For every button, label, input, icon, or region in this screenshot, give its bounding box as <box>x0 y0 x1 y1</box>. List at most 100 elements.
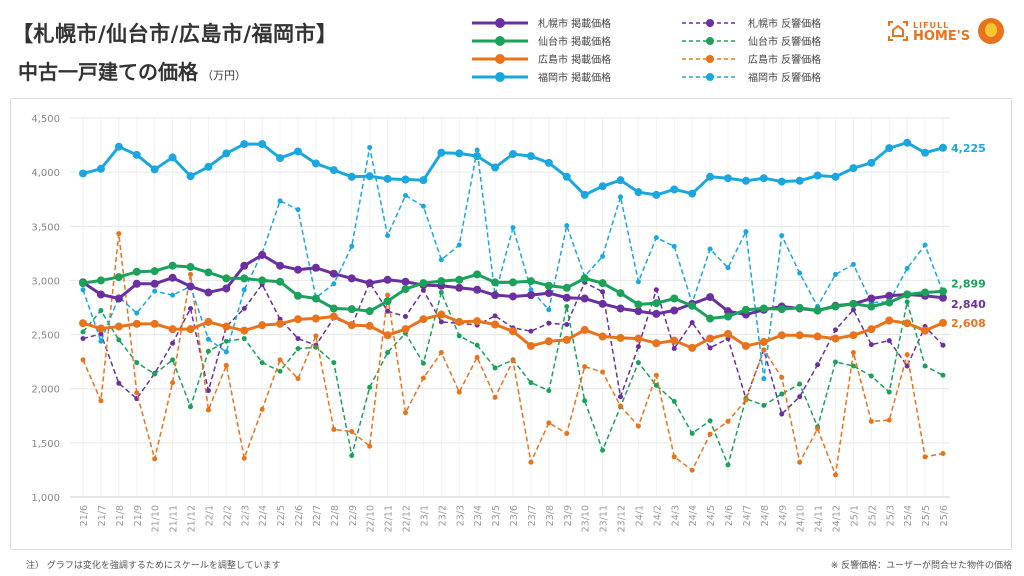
data-point <box>797 459 803 465</box>
data-point <box>420 287 426 293</box>
data-point <box>903 138 912 147</box>
data-point <box>528 380 534 386</box>
data-point <box>259 406 265 412</box>
data-point <box>491 320 500 329</box>
data-point <box>600 369 606 375</box>
legend-swatch-icon <box>682 36 738 45</box>
logo-text-bottom: HOME'S <box>913 29 971 44</box>
data-point <box>329 166 338 175</box>
x-tick-label: 23/9 <box>563 505 574 526</box>
data-point <box>582 398 588 404</box>
data-point <box>222 274 231 283</box>
data-point <box>383 275 392 284</box>
data-point <box>152 456 158 462</box>
data-point <box>940 372 946 378</box>
data-point <box>295 376 301 382</box>
data-point <box>96 164 105 173</box>
series-listed-5: 2,899 <box>79 261 986 323</box>
x-tick-label: 24/3 <box>670 505 681 526</box>
data-point <box>671 346 677 352</box>
data-point <box>365 279 374 288</box>
data-point <box>546 320 552 326</box>
data-point <box>114 273 123 282</box>
data-point <box>546 420 552 426</box>
data-point <box>671 454 677 460</box>
data-point <box>311 159 320 168</box>
data-point <box>258 276 267 285</box>
data-point <box>867 158 876 167</box>
x-tick-label: 22/6 <box>294 505 305 526</box>
x-tick-label: 23/3 <box>455 505 466 526</box>
data-point <box>473 285 482 294</box>
y-tick-label: 3,000 <box>31 276 60 287</box>
mascot-icon <box>978 18 1005 44</box>
data-point <box>600 253 606 259</box>
data-point <box>618 403 623 409</box>
data-point <box>724 174 732 183</box>
data-point <box>241 336 247 342</box>
x-tick-label: 24/12 <box>832 505 843 532</box>
data-point <box>134 360 140 366</box>
legend-swatch-icon <box>682 18 738 27</box>
data-point <box>241 455 247 461</box>
data-point <box>385 350 391 356</box>
x-tick-label: 21/10 <box>151 505 162 532</box>
data-point <box>528 287 534 293</box>
x-tick-label: 24/11 <box>814 505 825 532</box>
data-point <box>831 334 840 343</box>
data-point <box>295 207 301 213</box>
legend-label: 福岡市 掲載価格 <box>538 73 612 84</box>
data-point <box>132 319 141 328</box>
legend-item: 札幌市 反響価格 <box>680 14 880 31</box>
data-point <box>401 285 410 294</box>
data-point <box>331 281 337 287</box>
data-point <box>689 467 695 473</box>
x-tick-label: 21/11 <box>169 505 180 532</box>
data-point <box>240 274 249 283</box>
data-point <box>205 388 211 394</box>
data-point <box>634 307 643 316</box>
data-point <box>492 313 498 319</box>
data-point <box>509 327 517 336</box>
data-point <box>885 316 894 325</box>
legend-swatch-icon <box>682 72 738 81</box>
data-point <box>795 176 804 185</box>
data-point <box>132 267 141 276</box>
x-tick-label: 25/6 <box>939 505 950 526</box>
data-point <box>313 333 319 339</box>
data-point <box>474 342 480 348</box>
data-point <box>96 324 105 333</box>
data-point <box>491 163 500 172</box>
data-point <box>223 349 229 355</box>
data-point <box>795 331 804 340</box>
data-point <box>564 223 570 229</box>
data-point <box>598 299 607 308</box>
data-point <box>329 269 338 278</box>
x-tick-label: 23/2 <box>437 505 448 526</box>
data-point <box>725 462 731 468</box>
data-point <box>777 331 786 340</box>
data-point <box>562 293 571 302</box>
data-point <box>132 150 141 159</box>
data-point <box>653 287 659 293</box>
data-point <box>365 321 374 330</box>
data-point <box>186 263 195 272</box>
data-point <box>79 169 87 178</box>
data-point <box>311 263 320 272</box>
legend-label: 広島市 反響価格 <box>748 55 822 66</box>
data-point <box>850 350 856 356</box>
x-tick-label: 24/5 <box>706 505 717 526</box>
data-point <box>331 426 337 432</box>
data-point <box>885 291 894 300</box>
data-point <box>258 250 267 259</box>
data-point <box>420 375 426 381</box>
x-tick-label: 24/4 <box>688 505 699 526</box>
data-point <box>168 273 177 282</box>
data-point <box>688 343 697 352</box>
data-point <box>886 389 892 395</box>
data-point <box>652 339 661 348</box>
data-point <box>385 308 391 314</box>
data-point <box>544 289 553 298</box>
data-point <box>134 310 140 316</box>
data-point <box>850 261 856 267</box>
